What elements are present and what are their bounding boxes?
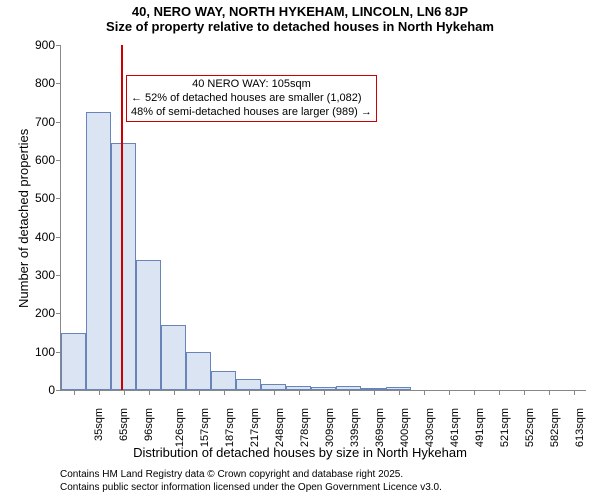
x-tick-mark — [299, 390, 300, 395]
y-tick-label: 600 — [35, 153, 55, 167]
x-tick-label: 552sqm — [524, 408, 536, 447]
x-tick-label: 35sqm — [93, 408, 105, 441]
annotation-line: 48% of semi-detached houses are larger (… — [131, 106, 372, 120]
y-tick-label: 200 — [35, 306, 55, 320]
y-tick-mark — [56, 160, 61, 161]
x-tick-label: 217sqm — [249, 408, 261, 447]
x-tick-mark — [524, 390, 525, 395]
histogram-bar — [61, 333, 86, 391]
x-tick-label: 309sqm — [324, 408, 336, 447]
x-tick-mark — [199, 390, 200, 395]
histogram-bar — [186, 352, 211, 390]
annotation-callout: 40 NERO WAY: 105sqm← 52% of detached hou… — [126, 75, 377, 122]
y-tick-mark — [56, 122, 61, 123]
y-tick-label: 400 — [35, 230, 55, 244]
histogram-bar — [211, 371, 236, 390]
y-tick-mark — [56, 45, 61, 46]
x-tick-mark — [274, 390, 275, 395]
x-tick-mark — [424, 390, 425, 395]
x-tick-mark — [74, 390, 75, 395]
y-axis-label: Number of detached properties — [16, 128, 31, 307]
x-tick-mark — [174, 390, 175, 395]
x-tick-mark — [574, 390, 575, 395]
chart-title-line1: 40, NERO WAY, NORTH HYKEHAM, LINCOLN, LN… — [0, 4, 600, 19]
y-tick-mark — [56, 198, 61, 199]
y-tick-mark — [56, 275, 61, 276]
y-tick-label: 500 — [35, 191, 55, 205]
y-tick-label: 800 — [35, 76, 55, 90]
x-tick-mark — [474, 390, 475, 395]
x-tick-mark — [149, 390, 150, 395]
x-tick-label: 126sqm — [174, 408, 186, 447]
attribution-line2: Contains public sector information licen… — [60, 481, 442, 494]
x-tick-label: 582sqm — [549, 408, 561, 447]
x-tick-mark — [249, 390, 250, 395]
x-tick-mark — [449, 390, 450, 395]
x-tick-label: 248sqm — [274, 408, 286, 447]
x-tick-mark — [499, 390, 500, 395]
x-axis-label: Distribution of detached houses by size … — [0, 445, 600, 460]
attribution-line1: Contains HM Land Registry data © Crown c… — [60, 468, 442, 481]
x-tick-mark — [124, 390, 125, 395]
x-tick-label: 521sqm — [499, 408, 511, 447]
y-tick-mark — [56, 237, 61, 238]
attribution-text: Contains HM Land Registry data © Crown c… — [60, 468, 442, 494]
x-tick-mark — [374, 390, 375, 395]
y-tick-label: 300 — [35, 268, 55, 282]
x-tick-label: 613sqm — [574, 408, 586, 447]
histogram-bar — [136, 260, 161, 390]
x-tick-label: 187sqm — [224, 408, 236, 447]
histogram-bar — [236, 379, 261, 391]
annotation-line: 40 NERO WAY: 105sqm — [131, 78, 372, 92]
x-tick-mark — [549, 390, 550, 395]
x-tick-label: 157sqm — [199, 408, 211, 447]
plot-area: 010020030040050060070080090035sqm65sqm96… — [60, 45, 586, 391]
y-tick-mark — [56, 390, 61, 391]
chart-title-line2: Size of property relative to detached ho… — [0, 19, 600, 34]
x-tick-mark — [349, 390, 350, 395]
x-tick-label: 96sqm — [143, 408, 155, 441]
x-tick-mark — [399, 390, 400, 395]
y-tick-label: 700 — [35, 115, 55, 129]
x-tick-label: 65sqm — [118, 408, 130, 441]
x-tick-mark — [224, 390, 225, 395]
y-tick-label: 900 — [35, 38, 55, 52]
x-tick-label: 400sqm — [399, 408, 411, 447]
x-tick-label: 461sqm — [449, 408, 461, 447]
x-tick-mark — [99, 390, 100, 395]
histogram-bar — [86, 112, 111, 390]
x-tick-label: 278sqm — [299, 408, 311, 447]
x-tick-label: 430sqm — [424, 408, 436, 447]
annotation-line: ← 52% of detached houses are smaller (1,… — [131, 92, 372, 106]
x-tick-label: 369sqm — [374, 408, 386, 447]
y-tick-label: 0 — [48, 383, 55, 397]
histogram-bar — [161, 325, 186, 390]
histogram-bar — [111, 143, 136, 390]
x-tick-label: 491sqm — [474, 408, 486, 447]
y-tick-mark — [56, 313, 61, 314]
x-tick-mark — [324, 390, 325, 395]
x-tick-label: 339sqm — [349, 408, 361, 447]
subject-size-marker-line — [121, 45, 123, 390]
y-tick-mark — [56, 83, 61, 84]
y-tick-label: 100 — [35, 345, 55, 359]
